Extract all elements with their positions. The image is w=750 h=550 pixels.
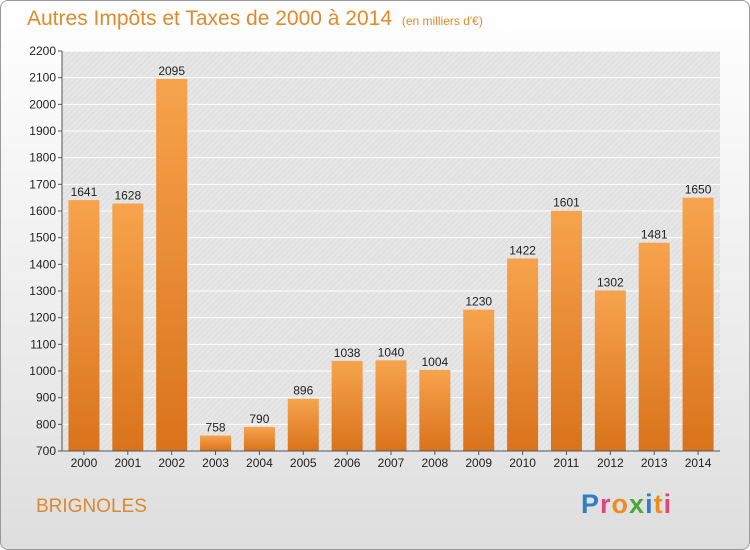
bar-2007 <box>375 360 407 451</box>
y-tick-label: 2200 <box>29 44 56 58</box>
x-tick-label: 2005 <box>290 456 317 470</box>
bar-2014 <box>682 197 714 451</box>
x-tick-label: 2012 <box>597 456 624 470</box>
chart-subtitle: (en milliers d'€) <box>401 14 483 28</box>
bar-2000 <box>68 200 100 451</box>
x-tick-label: 2013 <box>641 456 668 470</box>
y-axis: 700 800 900 1000 1100 1200 1300 1400 1500 1600 170… <box>29 44 63 458</box>
value-label: 1302 <box>597 275 624 289</box>
bar-2002 <box>156 79 188 451</box>
value-label: 1230 <box>465 295 492 309</box>
x-tick-label: 2001 <box>114 456 141 470</box>
y-tick-label: 1600 <box>29 204 56 218</box>
value-label: 1422 <box>509 243 536 257</box>
y-tick-label: 1100 <box>30 337 56 351</box>
value-label: 896 <box>293 384 313 398</box>
x-tick-label: 2000 <box>71 456 98 470</box>
value-label: 1601 <box>553 196 580 210</box>
x-tick-label: 2007 <box>378 456 405 470</box>
logo-letter: t <box>653 489 664 519</box>
y-tick-label: 1400 <box>29 257 56 271</box>
y-tick-label: 1000 <box>29 364 56 378</box>
logo-letter: r <box>600 489 612 519</box>
value-label: 1641 <box>71 185 98 199</box>
bar-2010 <box>507 258 539 451</box>
value-label: 1038 <box>334 346 361 360</box>
chart-title-block: Autres Impôts et Taxes de 2000 à 2014 (e… <box>27 7 483 31</box>
x-axis: 2000 2001 2002 2003 2004 2005 2006 2007 2008 2009… <box>62 450 720 470</box>
x-tick-label: 2009 <box>465 456 492 470</box>
logo-letter: P <box>581 489 601 519</box>
value-label: 1481 <box>641 228 668 242</box>
bar-2006 <box>331 360 363 451</box>
y-tick-label: 1900 <box>29 124 56 138</box>
value-label: 758 <box>206 421 226 435</box>
value-label: 2095 <box>158 64 185 78</box>
logo-letter: o <box>611 489 630 519</box>
value-label: 1040 <box>378 345 405 359</box>
logo-letter: x <box>629 489 646 519</box>
x-tick-label: 2004 <box>246 456 273 470</box>
value-label: 1650 <box>685 183 712 197</box>
bars: 1641 1628 2095 758 790 896 1038 1040 1004 1230 142… <box>68 64 714 451</box>
y-tick-label: 1800 <box>29 151 56 165</box>
x-tick-label: 2014 <box>685 456 712 470</box>
y-tick-label: 1300 <box>29 284 56 298</box>
proxiti-logo: Proxiti <box>581 489 672 520</box>
bar-2013 <box>638 242 670 451</box>
value-label: 790 <box>249 412 269 426</box>
y-tick-label: 900 <box>36 391 56 405</box>
value-label: 1628 <box>114 189 141 203</box>
bar-2005 <box>287 398 319 451</box>
bar-2003 <box>200 435 232 451</box>
chart-title: Autres Impôts et Taxes de 2000 à 2014 <box>27 7 393 30</box>
value-label: 1004 <box>422 355 449 369</box>
logo-letter: i <box>663 489 673 519</box>
bar-2008 <box>419 369 451 451</box>
place-name: BRIGNOLES <box>36 496 147 517</box>
y-tick-label: 700 <box>36 444 56 458</box>
x-tick-label: 2011 <box>554 456 580 470</box>
logo-letter: i <box>645 489 654 519</box>
bar-2011 <box>550 210 582 451</box>
y-tick-label: 2000 <box>29 97 56 111</box>
y-tick-label: 800 <box>36 417 56 431</box>
y-tick-label: 2100 <box>29 71 56 85</box>
bar-2004 <box>243 427 275 451</box>
y-tick-label: 1700 <box>29 177 56 191</box>
x-tick-label: 2003 <box>202 456 229 470</box>
x-tick-label: 2008 <box>422 456 449 470</box>
x-tick-label: 2010 <box>509 456 536 470</box>
bar-2009 <box>463 309 495 451</box>
bar-2001 <box>112 203 144 451</box>
y-tick-label: 1200 <box>29 311 56 325</box>
y-tick-label: 1500 <box>29 231 56 245</box>
x-tick-label: 2002 <box>158 456 185 470</box>
x-tick-label: 2006 <box>334 456 361 470</box>
bar-2012 <box>594 290 626 451</box>
